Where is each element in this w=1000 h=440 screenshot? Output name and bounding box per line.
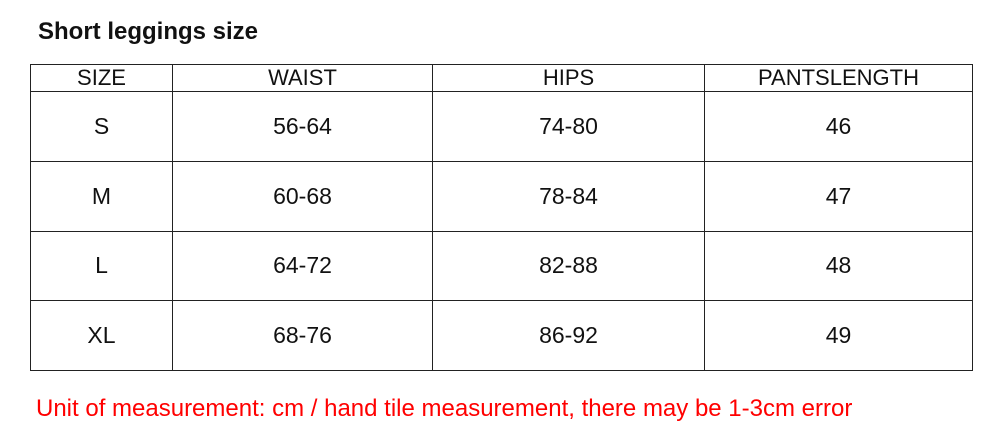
cell-size: XL	[30, 300, 173, 371]
table-row: L 64-72 82-88 48	[30, 230, 973, 302]
cell-size: S	[30, 91, 173, 162]
cell-length: 46	[704, 91, 973, 162]
size-table: SIZE WAIST HIPS PANTSLENGTH S 56-64 74-8…	[30, 64, 973, 371]
chart-title: Short leggings size	[38, 18, 259, 45]
table-row: XL 68-76 86-92 49	[30, 300, 973, 371]
cell-waist: 60-68	[172, 160, 433, 232]
cell-hips: 86-92	[432, 300, 705, 371]
header-hips: HIPS	[432, 64, 705, 92]
table-row: M 60-68 78-84 47	[30, 160, 973, 232]
cell-size: M	[30, 160, 173, 232]
cell-waist: 56-64	[172, 91, 433, 162]
header-pants-length: PANTSLENGTH	[704, 64, 973, 92]
measurement-note: Unit of measurement: cm / hand tile meas…	[36, 395, 853, 422]
cell-waist: 64-72	[172, 230, 433, 302]
cell-size: L	[30, 230, 173, 302]
cell-waist: 68-76	[172, 300, 433, 371]
cell-length: 47	[704, 160, 973, 232]
table-header-row: SIZE WAIST HIPS PANTSLENGTH	[30, 64, 973, 92]
cell-length: 48	[704, 230, 973, 302]
header-waist: WAIST	[172, 64, 433, 92]
cell-hips: 82-88	[432, 230, 705, 302]
header-size: SIZE	[30, 64, 173, 92]
table-row: S 56-64 74-80 46	[30, 91, 973, 162]
cell-length: 49	[704, 300, 973, 371]
cell-hips: 78-84	[432, 160, 705, 232]
cell-hips: 74-80	[432, 91, 705, 162]
